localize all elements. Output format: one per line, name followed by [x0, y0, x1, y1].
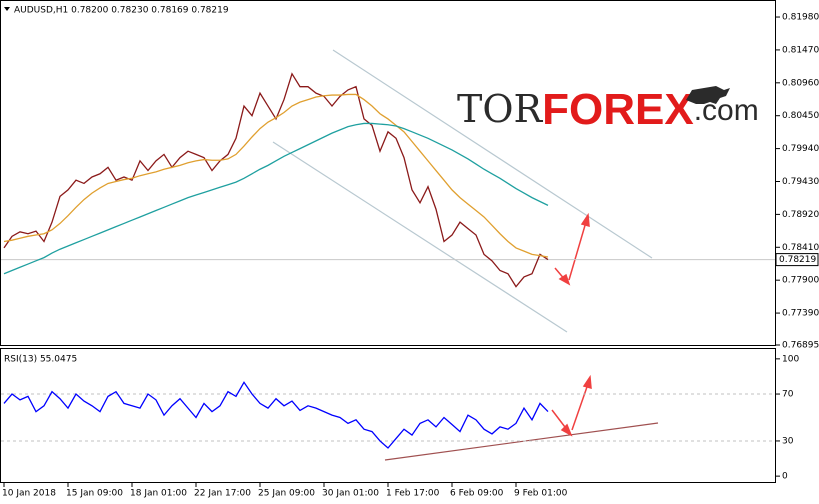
x-tick-label: 18 Jan 01:00 — [130, 489, 187, 499]
rsi-title: RSI(13) 55.0475 — [4, 355, 77, 365]
chart-title: AUDUSD,H1 0.78200 0.78230 0.78169 0.7821… — [14, 6, 229, 16]
rsi-frame — [0, 348, 776, 483]
forecast-arrows — [551, 212, 592, 437]
y-tick-label: 0.81470 — [782, 45, 819, 55]
bull-icon — [686, 86, 730, 104]
x-tick-label: 6 Feb 09:00 — [450, 489, 504, 499]
watermark-part: FOREX — [542, 85, 694, 134]
y-tick-label: 30 — [782, 436, 794, 446]
series-line — [3, 72, 549, 288]
x-tick-label: 15 Jan 09:00 — [66, 489, 123, 499]
x-tick-label: 10 Jan 2018 — [2, 489, 56, 499]
x-tick-label: 30 Jan 01:00 — [322, 489, 379, 499]
x-tick-label: 22 Jan 17:00 — [194, 489, 251, 499]
rsi-trendline — [384, 422, 659, 461]
y-tick-label: 70 — [782, 390, 794, 400]
y-tick-label: 100 — [782, 354, 799, 364]
watermark-text: TORFOREX.com — [457, 85, 759, 134]
y-tick-label: 0.77390 — [782, 309, 819, 319]
last-price-box — [775, 253, 819, 267]
y-tick-label: 0.78920 — [782, 210, 819, 220]
series-line — [3, 93, 549, 258]
y-tick-label: 0.80450 — [782, 111, 819, 121]
last-price-label: 0.78219 — [779, 255, 816, 265]
channel-lower — [272, 141, 568, 333]
y-tick-label: 0.76895 — [782, 341, 819, 351]
y-tick-label: 0 — [782, 472, 788, 482]
price-frame — [0, 0, 776, 346]
x-tick-label: 1 Feb 17:00 — [386, 489, 440, 499]
series-line — [3, 381, 549, 449]
y-tick-label: 0.78410 — [782, 243, 819, 253]
y-tick-label: 0.79430 — [782, 177, 819, 187]
y-tick-label: 0.79940 — [782, 144, 819, 154]
channel-upper — [332, 49, 653, 259]
y-tick-label: 0.77900 — [782, 276, 819, 286]
title-marker — [4, 7, 10, 11]
y-tick-label: 0.81980 — [782, 13, 819, 23]
series-line — [3, 122, 549, 275]
watermark: TORFOREX.com — [457, 85, 759, 134]
x-tick-label: 9 Feb 01:00 — [514, 489, 568, 499]
x-tick-label: 25 Jan 09:00 — [258, 489, 315, 499]
watermark-part: TOR — [457, 87, 543, 131]
y-tick-label: 0.80960 — [782, 78, 819, 88]
